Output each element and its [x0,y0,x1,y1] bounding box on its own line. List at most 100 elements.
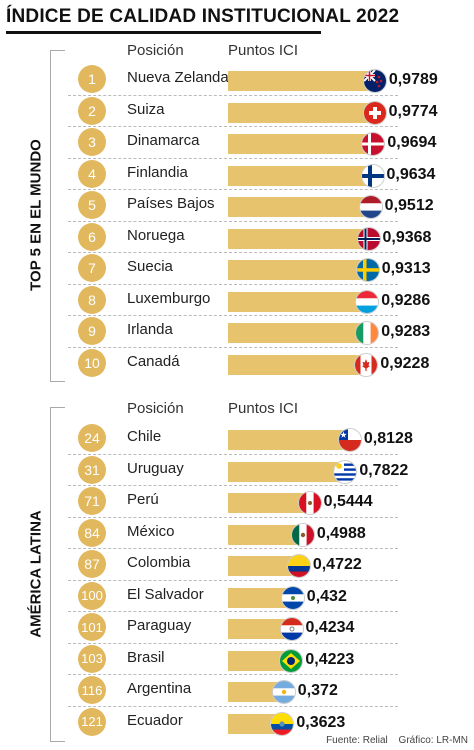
rank-badge: 3 [78,128,106,156]
rank-badge: 2 [78,96,106,125]
bar [228,650,292,671]
group-bracket [50,50,65,382]
country-label: Noruega [127,226,185,244]
value-label: 0,4722 [312,556,362,573]
country-label: Países Bajos [127,195,215,212]
group-label: AMÉRICA LATINA [27,509,45,638]
row-separator [68,252,398,253]
country-label: Suiza [127,100,165,118]
group-label: TOP 5 EN EL MUNDO [27,139,45,291]
luxembourg-flag [356,290,379,313]
brazil-flag [280,649,303,672]
switzerland-flag [363,101,386,124]
row-separator [68,220,398,222]
row-separator [68,548,398,549]
value-label: 0,9286 [381,291,431,309]
bar [228,354,367,375]
row-separator [68,189,398,190]
mexico-flag [291,523,314,546]
rank-badge: 84 [78,518,106,547]
rank-badge: 100 [78,581,106,610]
value-label: 0,9228 [380,354,430,372]
rank-badge: 10 [78,348,106,377]
value-label: 0,372 [297,682,338,699]
rank-badge: 31 [78,455,106,484]
row-separator [68,453,398,455]
bar [228,165,373,186]
rank-badge: 1 [78,65,106,93]
row-separator [68,516,398,518]
value-label: 0,9368 [382,228,432,246]
norway-flag [357,227,380,250]
row-separator [68,283,398,285]
country-label: Uruguay [127,459,184,477]
bar [228,134,374,154]
country-label: Luxemburgo [127,289,211,307]
bar [228,556,299,576]
canada-flag [355,353,378,376]
country-label: Paraguay [127,617,192,634]
argentina-flag [272,681,295,703]
footer: Fuente: Relial Gráfico: LR-MN [318,735,468,746]
bar [228,682,284,702]
bar [228,260,368,280]
denmark-flag [362,133,385,155]
bar [228,713,283,734]
title-underline [6,31,321,34]
value-label: 0,9774 [388,102,438,120]
row-separator [68,485,398,486]
rank-badge: 4 [78,159,106,188]
rank-badge: 87 [78,550,106,578]
row-separator [68,315,398,316]
netherlands-flag [359,196,382,218]
value-label: 0,9313 [381,260,431,277]
row-separator [68,674,398,675]
row-separator [68,642,398,644]
uruguay-flag [334,460,357,483]
bar [228,197,371,217]
rank-badge: 71 [78,487,106,515]
bar [228,461,346,482]
rank-badge: 9 [78,317,106,345]
row-separator [68,94,398,96]
value-label: 0,9634 [386,165,436,183]
peru-flag [298,492,321,514]
rank-badge: 116 [78,676,106,704]
chile-flag [338,429,361,451]
bar [228,619,292,639]
bar [228,71,375,91]
new-zealand-flag [363,70,386,92]
country-label: Canadá [127,352,180,370]
value-label: 0,3623 [296,713,346,731]
bar [228,291,368,312]
row-separator [68,611,398,612]
country-label: Ecuador [127,711,183,729]
rank-badge: 5 [78,191,106,219]
row-separator [68,126,398,127]
rank-badge: 121 [78,707,106,736]
country-label: Suecia [127,258,173,275]
rank-badge: 101 [78,613,106,641]
rank-badge: 7 [78,254,106,282]
ireland-flag [356,322,379,344]
bar [228,430,350,450]
source-note: Fuente: Relial [326,735,388,746]
rank-badge: 8 [78,285,106,314]
country-label: Chile [127,428,162,445]
value-label: 0,5444 [323,493,373,510]
country-label: México [127,522,175,540]
position-column-header: Posición [127,42,184,59]
rank-badge: 103 [78,644,106,673]
country-label: Finlandia [127,163,188,181]
country-label: Brasil [127,648,165,666]
country-label: Perú [127,491,159,508]
value-label: 0,4223 [305,650,355,668]
value-label: 0,9789 [388,71,438,88]
country-label: El Salvador [127,585,204,603]
rank-badge: 24 [78,424,106,452]
value-label: 0,7822 [359,461,409,479]
bar [228,587,293,608]
value-label: 0,4234 [305,619,355,636]
country-label: Irlanda [127,321,173,338]
points-column-header: Puntos ICI [228,42,299,59]
